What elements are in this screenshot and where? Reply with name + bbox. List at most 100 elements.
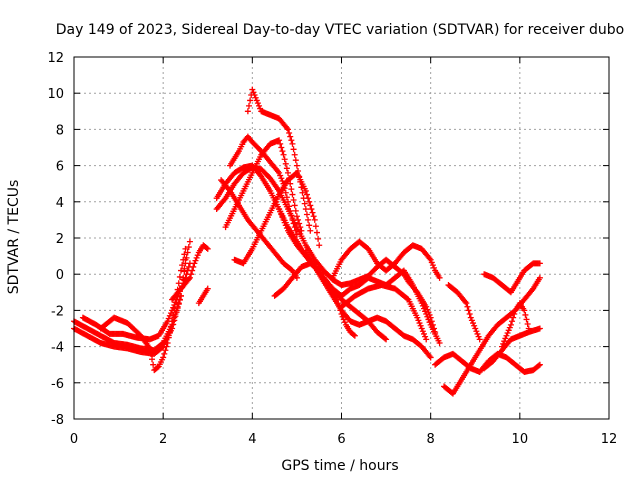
data-point xyxy=(149,356,156,363)
data-point xyxy=(307,202,314,209)
data-point xyxy=(431,264,438,271)
data-point xyxy=(288,212,295,219)
data-point xyxy=(290,220,297,227)
data-point xyxy=(297,224,304,231)
data-point xyxy=(281,156,288,163)
data-point xyxy=(524,320,531,327)
data-point xyxy=(476,336,483,343)
data-point xyxy=(311,216,318,223)
data-point xyxy=(417,322,424,329)
data-point xyxy=(351,332,358,339)
data-point xyxy=(180,256,187,263)
data-point xyxy=(295,168,302,175)
series-track-23 xyxy=(481,260,543,296)
data-point xyxy=(338,311,345,318)
data-point xyxy=(170,304,177,311)
data-point xyxy=(423,311,430,318)
data-point xyxy=(173,309,180,316)
data-point xyxy=(287,207,294,214)
data-point xyxy=(193,254,200,261)
data-point xyxy=(293,231,300,238)
data-point xyxy=(254,100,261,107)
data-point xyxy=(164,339,171,346)
data-point xyxy=(341,319,348,326)
data-point xyxy=(420,330,427,337)
data-point xyxy=(169,318,176,325)
data-point xyxy=(339,313,346,320)
data-point xyxy=(252,94,259,101)
data-point xyxy=(289,140,296,147)
data-point xyxy=(286,130,293,137)
series-track-5 xyxy=(169,242,211,303)
data-point xyxy=(165,315,172,322)
series-track-10 xyxy=(222,137,305,234)
data-point xyxy=(203,244,210,251)
data-point xyxy=(523,316,530,323)
data-point xyxy=(171,305,178,312)
data-point xyxy=(172,299,179,306)
data-point xyxy=(509,318,516,325)
data-point xyxy=(414,314,421,321)
data-point xyxy=(292,157,299,164)
data-point xyxy=(166,329,173,336)
data-point xyxy=(522,311,529,318)
data-point xyxy=(154,364,161,371)
chart-title: Day 149 of 2023, Sidereal Day-to-day VTE… xyxy=(56,22,624,38)
data-point xyxy=(186,274,193,281)
y-tick-label: 10 xyxy=(47,87,64,102)
data-point xyxy=(337,307,344,314)
data-point xyxy=(184,249,191,256)
data-point xyxy=(189,267,196,274)
series-track-12 xyxy=(231,169,323,267)
data-point xyxy=(416,320,423,327)
data-point xyxy=(536,260,543,267)
data-point xyxy=(283,225,290,232)
data-point xyxy=(192,257,199,264)
data-point xyxy=(501,338,508,345)
data-point xyxy=(250,89,257,96)
x-axis-label: GPS time / hours xyxy=(281,458,398,474)
data-point xyxy=(298,184,305,191)
data-point xyxy=(312,223,319,230)
x-tick-label: 10 xyxy=(512,432,529,447)
data-point xyxy=(471,322,478,329)
data-point xyxy=(418,325,425,332)
data-point xyxy=(163,343,170,350)
y-axis-label: SDTVAR / TECUs xyxy=(6,180,22,295)
data-point xyxy=(536,361,543,368)
data-point xyxy=(161,350,168,357)
data-point xyxy=(244,108,251,115)
x-tick-label: 2 xyxy=(159,432,167,447)
data-point xyxy=(162,347,169,354)
data-point xyxy=(340,316,347,323)
data-point xyxy=(296,220,303,227)
data-point xyxy=(279,214,286,221)
data-point xyxy=(301,200,308,207)
data-point xyxy=(292,227,299,234)
data-point xyxy=(253,97,260,104)
data-point xyxy=(536,325,543,332)
data-point xyxy=(285,169,291,176)
data-point xyxy=(188,271,195,278)
data-point xyxy=(474,330,481,337)
data-point xyxy=(425,316,432,323)
x-tick-label: 12 xyxy=(601,432,618,447)
data-point xyxy=(251,92,258,99)
data-point xyxy=(147,350,154,357)
data-point xyxy=(276,169,283,176)
data-point xyxy=(282,222,289,229)
data-point xyxy=(277,140,284,147)
series-track-6 xyxy=(195,285,211,307)
series-track-4 xyxy=(97,245,189,374)
data-point xyxy=(282,189,289,196)
data-point xyxy=(298,227,305,234)
data-point xyxy=(290,146,297,153)
y-tick-label: 2 xyxy=(56,232,64,247)
data-point xyxy=(525,325,532,332)
data-point xyxy=(175,301,182,308)
axis-ticks: 0 2 4 6 8 10 12 -8 -6 -4 -2 0 2 4 6 8 10 12 xyxy=(47,51,617,447)
data-point xyxy=(418,300,425,307)
data-point xyxy=(279,148,286,155)
data-point xyxy=(309,209,316,216)
data-point xyxy=(280,216,287,223)
